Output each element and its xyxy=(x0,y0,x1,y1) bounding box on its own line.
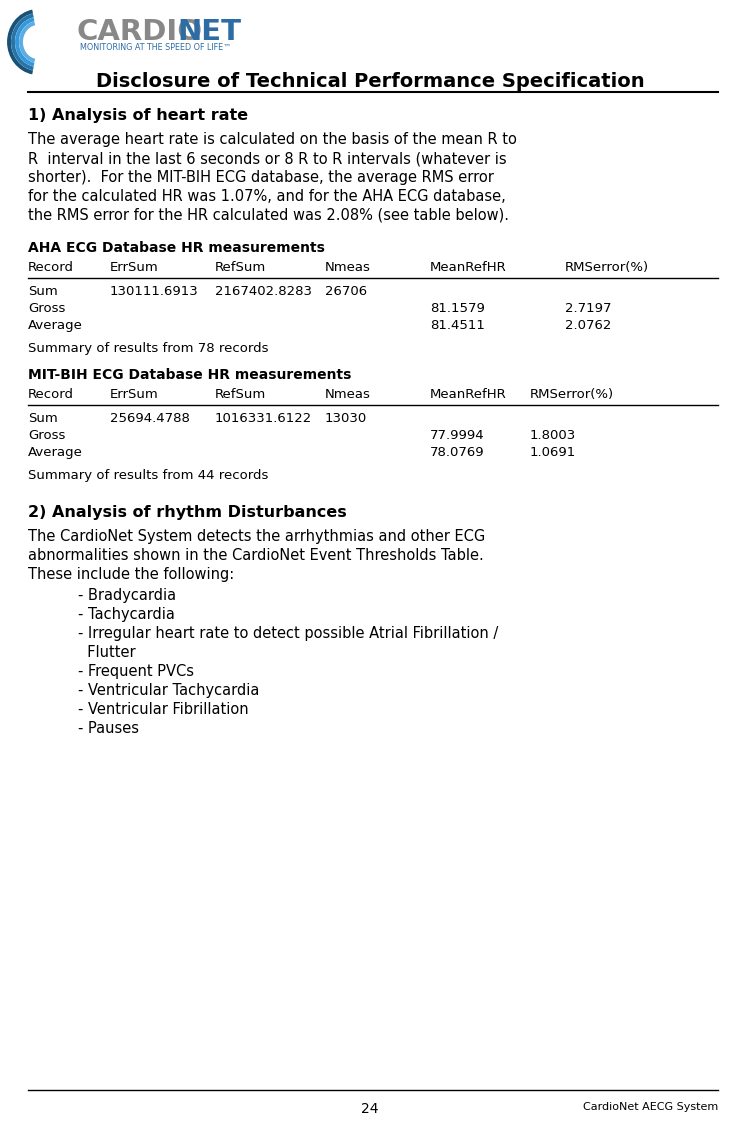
Text: Nmeas: Nmeas xyxy=(325,388,371,401)
Text: Average: Average xyxy=(28,446,83,458)
Text: MONITORING AT THE SPEED OF LIFE™: MONITORING AT THE SPEED OF LIFE™ xyxy=(80,43,231,52)
Text: MeanRefHR: MeanRefHR xyxy=(430,388,507,401)
Text: The CardioNet System detects the arrhythmias and other ECG: The CardioNet System detects the arrhyth… xyxy=(28,529,485,544)
Text: CARDIO: CARDIO xyxy=(76,18,202,46)
Text: RMSerror(%): RMSerror(%) xyxy=(565,261,649,274)
Text: 78.0769: 78.0769 xyxy=(430,446,485,458)
Text: Record: Record xyxy=(28,261,74,274)
Text: Summary of results from 44 records: Summary of results from 44 records xyxy=(28,469,268,482)
Text: Average: Average xyxy=(28,319,83,332)
Text: Sum: Sum xyxy=(28,412,58,424)
Text: Sum: Sum xyxy=(28,285,58,298)
Text: ErrSum: ErrSum xyxy=(110,388,159,401)
Text: 1.8003: 1.8003 xyxy=(530,429,576,441)
Text: AHA ECG Database HR measurements: AHA ECG Database HR measurements xyxy=(28,241,325,255)
Text: Disclosure of Technical Performance Specification: Disclosure of Technical Performance Spec… xyxy=(96,72,645,91)
Text: - Pauses: - Pauses xyxy=(78,721,139,736)
Text: 25694.4788: 25694.4788 xyxy=(110,412,190,424)
Text: 2) Analysis of rhythm Disturbances: 2) Analysis of rhythm Disturbances xyxy=(28,505,347,520)
Text: 24: 24 xyxy=(362,1101,379,1116)
Text: RefSum: RefSum xyxy=(215,388,266,401)
Text: - Ventricular Tachycardia: - Ventricular Tachycardia xyxy=(78,683,259,698)
Text: shorter).  For the MIT-BIH ECG database, the average RMS error: shorter). For the MIT-BIH ECG database, … xyxy=(28,170,494,185)
Text: MIT-BIH ECG Database HR measurements: MIT-BIH ECG Database HR measurements xyxy=(28,368,351,381)
Text: 2.7197: 2.7197 xyxy=(565,302,611,315)
Text: - Tachycardia: - Tachycardia xyxy=(78,607,175,621)
Text: Flutter: Flutter xyxy=(78,645,136,660)
Text: 1016331.6122: 1016331.6122 xyxy=(215,412,312,424)
Text: Summary of results from 78 records: Summary of results from 78 records xyxy=(28,342,268,355)
Text: Nmeas: Nmeas xyxy=(325,261,371,274)
Text: R  interval in the last 6 seconds or 8 R to R intervals (whatever is: R interval in the last 6 seconds or 8 R … xyxy=(28,151,507,166)
Text: Gross: Gross xyxy=(28,302,65,315)
Text: 81.4511: 81.4511 xyxy=(430,319,485,332)
Text: Record: Record xyxy=(28,388,74,401)
Text: 130111.6913: 130111.6913 xyxy=(110,285,199,298)
Text: MeanRefHR: MeanRefHR xyxy=(430,261,507,274)
Text: 2.0762: 2.0762 xyxy=(565,319,611,332)
Text: 77.9994: 77.9994 xyxy=(430,429,485,441)
Text: The average heart rate is calculated on the basis of the mean R to: The average heart rate is calculated on … xyxy=(28,132,517,147)
Text: CardioNet AECG System: CardioNet AECG System xyxy=(582,1101,718,1112)
Text: for the calculated HR was 1.07%, and for the AHA ECG database,: for the calculated HR was 1.07%, and for… xyxy=(28,189,506,204)
Text: RMSerror(%): RMSerror(%) xyxy=(530,388,614,401)
Text: 1.0691: 1.0691 xyxy=(530,446,576,458)
Text: - Ventricular Fibrillation: - Ventricular Fibrillation xyxy=(78,702,249,717)
Text: the RMS error for the HR calculated was 2.08% (see table below).: the RMS error for the HR calculated was … xyxy=(28,208,509,223)
Text: - Irregular heart rate to detect possible Atrial Fibrillation /: - Irregular heart rate to detect possibl… xyxy=(78,626,498,641)
Text: 81.1579: 81.1579 xyxy=(430,302,485,315)
Text: These include the following:: These include the following: xyxy=(28,567,234,582)
Text: 13030: 13030 xyxy=(325,412,368,424)
Text: 1) Analysis of heart rate: 1) Analysis of heart rate xyxy=(28,108,248,123)
Text: - Bradycardia: - Bradycardia xyxy=(78,588,176,603)
Text: NET: NET xyxy=(177,18,241,46)
Text: 26706: 26706 xyxy=(325,285,367,298)
Text: ErrSum: ErrSum xyxy=(110,261,159,274)
Text: Gross: Gross xyxy=(28,429,65,441)
Text: RefSum: RefSum xyxy=(215,261,266,274)
Text: 2167402.8283: 2167402.8283 xyxy=(215,285,312,298)
Text: abnormalities shown in the CardioNet Event Thresholds Table.: abnormalities shown in the CardioNet Eve… xyxy=(28,548,484,563)
Text: - Frequent PVCs: - Frequent PVCs xyxy=(78,664,194,679)
